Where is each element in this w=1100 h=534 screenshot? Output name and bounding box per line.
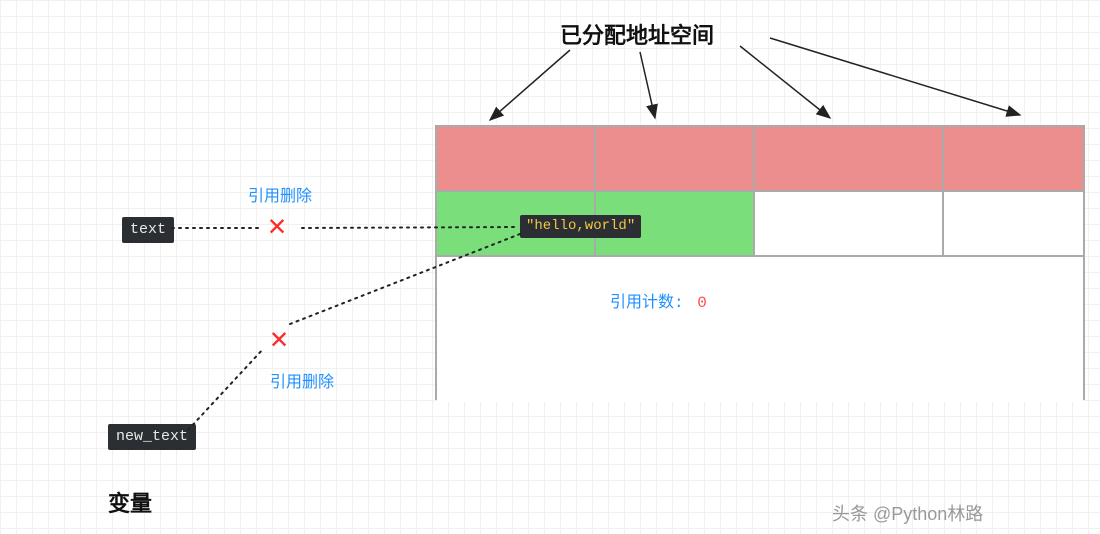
variable-text: text <box>122 217 174 243</box>
memory-table <box>435 125 1085 400</box>
ref-deleted-label-1: 引用删除 <box>248 182 312 206</box>
watermark: 头条 @Python林路 <box>832 500 983 526</box>
x-mark-2: ✕ <box>270 326 288 356</box>
memory-cell <box>755 127 944 190</box>
value-hello-world: "hello,world" <box>520 215 641 238</box>
memory-cell <box>944 127 1083 190</box>
memory-row <box>437 257 1083 402</box>
memory-row <box>437 127 1083 192</box>
variables-heading: 变量 <box>108 486 152 518</box>
ref-count-label: 引用计数: 0 <box>610 288 707 312</box>
ref-count-value: 0 <box>697 294 707 312</box>
memory-cell <box>755 192 944 255</box>
ref-deleted-label-2: 引用删除 <box>270 368 334 392</box>
memory-cell <box>437 257 1083 402</box>
memory-cell <box>596 127 755 190</box>
diagram-title: 已分配地址空间 <box>560 18 714 50</box>
memory-cell <box>944 192 1083 255</box>
ref-count-text: 引用计数: <box>610 294 684 312</box>
memory-cell <box>437 127 596 190</box>
variable-new-text: new_text <box>108 424 196 450</box>
x-mark-1: ✕ <box>268 213 286 243</box>
